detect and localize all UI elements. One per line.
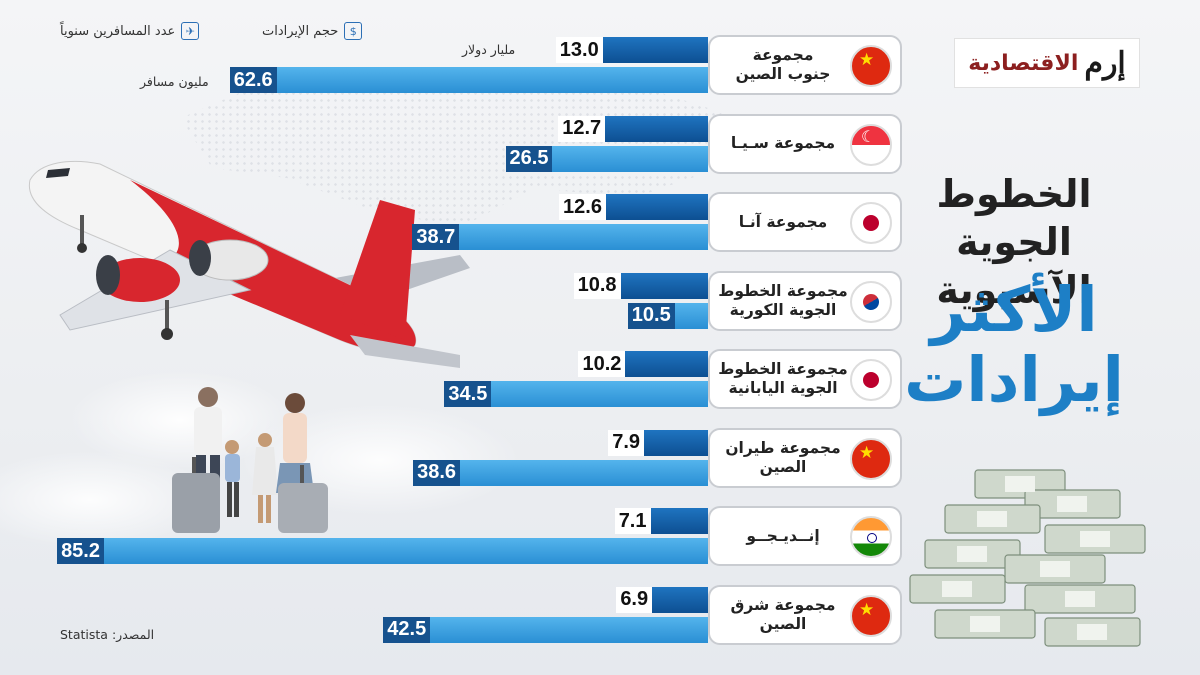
flag-kr-icon <box>850 280 892 323</box>
legend-passengers-label: عدد المسافرين سنوياً <box>60 23 176 39</box>
category-label-line: الصين <box>759 614 807 633</box>
revenue-bar-0 <box>602 37 708 63</box>
revenue-bar-6 <box>650 508 708 534</box>
category-label-0: مجموعة جنوب الصين <box>718 46 848 84</box>
revenue-value-label-0: 13.0 <box>555 37 603 63</box>
revenue-value-label-5: 7.9 <box>608 429 645 456</box>
flag-cn-icon <box>850 437 892 480</box>
brand-logo: إرم الاقتصادية <box>954 38 1140 88</box>
unit-passengers: مليون مسافر <box>140 74 209 89</box>
flag-sg-icon <box>850 123 892 166</box>
title-line-1: الخطوط الجوية <box>936 172 1092 264</box>
revenue-value-label-6: 7.1 <box>614 508 651 534</box>
category-label-line: مجموعة الخطوط <box>718 360 848 378</box>
revenue-bar-1 <box>605 115 708 142</box>
revenue-value-label-7: 6.9 <box>616 586 653 613</box>
unit-revenue: مليار دولار <box>462 42 516 57</box>
row-label-7: مجموعة شرق الصين <box>708 584 902 645</box>
legend-revenue: $ حجم الإيرادات <box>262 22 363 40</box>
row-label-2: مجموعة آنـا <box>708 192 902 252</box>
passenger-bar-5 <box>413 459 708 486</box>
passenger-bar-6 <box>57 538 708 564</box>
source-label: المصدر: <box>111 627 155 642</box>
row-label-5: مجموعة طيران الصين <box>708 427 902 488</box>
passenger-value-label-2: 38.7 <box>412 224 460 250</box>
category-label-line: مجموعة آنـا <box>738 212 828 231</box>
category-label-line: جنوب الصين <box>735 65 831 83</box>
category-label-7: مجموعة شرق الصين <box>718 596 848 634</box>
category-label-3: مجموعة الخطوط الجوية الكورية <box>718 282 848 320</box>
passenger-bar-7 <box>383 616 708 643</box>
revenue-value-label-1: 12.7 <box>558 115 606 142</box>
flag-jp-icon <box>850 359 892 401</box>
row-label-0: مجموعة جنوب الصين <box>708 35 902 95</box>
revenue-value-label-3: 10.8 <box>573 272 621 299</box>
title-line-2: الآسيوية <box>936 268 1092 312</box>
revenue-bar-7 <box>652 586 708 613</box>
flag-cn-icon <box>850 594 892 637</box>
row-label-4: مجموعة الخطوط الجوية اليابانية <box>708 349 902 409</box>
flag-in-icon <box>850 516 892 558</box>
money-stacks-illustration <box>909 469 1146 647</box>
category-label-line: مجموعة طيران <box>725 438 841 457</box>
source-note: المصدر: Statista <box>60 627 154 642</box>
revenue-bar-5 <box>644 429 708 456</box>
flag-jp-icon <box>850 202 892 244</box>
logo-mark: إرم <box>1084 45 1126 81</box>
category-label-1: مجموعة سـيـا <box>718 134 848 153</box>
revenue-bar-3 <box>620 272 708 299</box>
revenue-bar-2 <box>605 194 708 220</box>
flag-cn-icon <box>850 45 892 87</box>
title-line-3: الأكثر <box>930 273 1098 346</box>
category-label-4: مجموعة الخطوط الجوية اليابانية <box>718 360 848 398</box>
passenger-value-label-5: 38.6 <box>413 459 461 486</box>
traveler-icon: ✈ <box>181 22 200 40</box>
title-highlight: الأكثر إيرادات <box>884 275 1144 415</box>
category-label-line: مجموعة الخطوط <box>718 281 848 300</box>
category-label-line: مجموعة <box>752 46 814 64</box>
logo-subtitle: الاقتصادية <box>968 50 1079 76</box>
category-label-2: مجموعة آنـا <box>718 213 848 232</box>
category-label-line: الجوية الكورية <box>729 300 837 319</box>
legend-passengers: ✈ عدد المسافرين سنوياً <box>60 22 200 40</box>
row-label-1: مجموعة سـيـا <box>708 113 902 174</box>
legend-revenue-label: حجم الإيرادات <box>262 23 339 39</box>
source-value: Statista <box>60 627 108 642</box>
passenger-value-label-1: 26.5 <box>505 145 553 172</box>
row-label-3: مجموعة الخطوط الجوية الكورية <box>708 270 902 331</box>
category-label-5: مجموعة طيران الصين <box>718 439 848 477</box>
passenger-value-label-4: 34.5 <box>444 381 492 407</box>
passenger-value-label-3: 10.5 <box>627 302 675 329</box>
row-label-6: إنــديـجــو <box>708 506 902 566</box>
revenue-value-label-2: 12.6 <box>559 194 606 220</box>
title-line-4: إيرادات <box>904 343 1124 416</box>
money-icon: $ <box>344 22 363 40</box>
category-label-line: الصين <box>759 457 807 476</box>
passenger-bar-2 <box>412 224 708 250</box>
passenger-value-label-7: 42.5 <box>383 616 431 643</box>
category-label-line: مجموعة سـيـا <box>730 134 836 152</box>
passenger-value-label-0: 62.6 <box>229 67 277 93</box>
revenue-value-label-4: 10.2 <box>578 351 626 377</box>
passenger-value-label-6: 85.2 <box>57 538 104 564</box>
category-label-6: إنــديـجــو <box>718 527 848 546</box>
airplane-illustration <box>28 160 470 368</box>
category-label-line: الجوية اليابانية <box>728 379 838 397</box>
revenue-bar-4 <box>625 351 708 377</box>
title-top: الخطوط الجوية الآسيوية <box>884 170 1144 314</box>
travelers-illustration <box>172 387 328 533</box>
category-label-line: مجموعة شرق <box>730 595 836 614</box>
category-label-line: إنــديـجــو <box>746 526 820 545</box>
passenger-bar-0 <box>229 67 708 93</box>
